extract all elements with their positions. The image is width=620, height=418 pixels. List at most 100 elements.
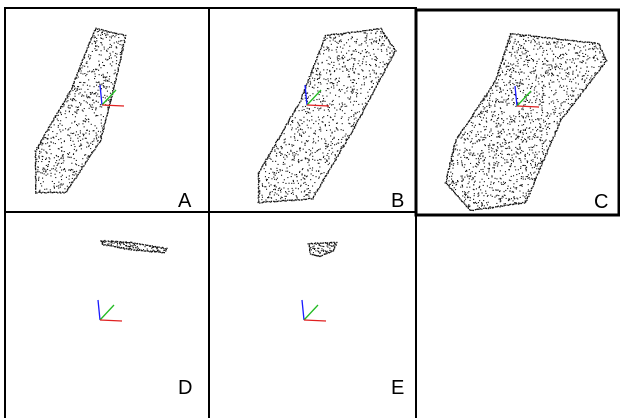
point <box>370 96 371 97</box>
point <box>332 143 333 144</box>
point <box>58 182 59 183</box>
point <box>367 51 368 52</box>
point <box>362 61 363 62</box>
point <box>308 97 309 98</box>
point <box>503 184 504 185</box>
point <box>299 172 300 173</box>
point <box>323 180 324 181</box>
point <box>376 60 377 61</box>
point <box>89 131 90 132</box>
point <box>550 69 551 70</box>
point <box>262 183 263 184</box>
point <box>268 196 269 197</box>
point <box>514 52 515 53</box>
point <box>354 32 355 33</box>
point <box>535 36 536 37</box>
point <box>470 142 471 143</box>
point <box>272 172 273 173</box>
point <box>493 157 494 158</box>
point <box>523 39 524 40</box>
point <box>343 33 344 34</box>
point <box>299 149 300 150</box>
point <box>467 197 468 198</box>
point <box>472 146 473 147</box>
point <box>447 184 448 185</box>
point <box>356 83 357 84</box>
point <box>61 142 62 143</box>
point <box>337 150 338 151</box>
point <box>74 121 75 122</box>
point <box>83 120 84 121</box>
point <box>367 92 368 93</box>
point <box>92 152 93 153</box>
point <box>97 45 98 46</box>
point <box>344 113 345 114</box>
point <box>380 31 381 32</box>
point <box>480 158 481 159</box>
point <box>374 54 375 55</box>
point <box>502 60 503 61</box>
point <box>481 111 482 112</box>
point <box>486 193 487 194</box>
point <box>581 89 582 90</box>
point <box>470 163 471 164</box>
point <box>502 175 503 176</box>
point <box>90 92 91 93</box>
point <box>82 123 83 124</box>
point <box>445 182 446 183</box>
point <box>97 29 98 30</box>
point <box>292 120 293 121</box>
point <box>377 84 378 85</box>
point <box>531 110 532 111</box>
point <box>77 109 78 110</box>
point <box>304 196 305 197</box>
point <box>108 110 109 111</box>
point <box>365 98 366 99</box>
point <box>582 41 583 42</box>
point <box>326 130 327 131</box>
point <box>81 96 82 97</box>
point <box>273 189 274 190</box>
point <box>510 119 511 120</box>
point <box>510 52 511 53</box>
point <box>327 153 328 154</box>
point <box>352 93 353 94</box>
point <box>511 90 512 91</box>
point <box>92 107 93 108</box>
point <box>117 244 118 245</box>
point <box>529 136 530 137</box>
point <box>592 43 593 44</box>
point <box>524 196 525 197</box>
point <box>311 116 312 117</box>
point <box>529 179 530 180</box>
point <box>56 160 57 161</box>
point <box>343 145 344 146</box>
point <box>43 136 44 137</box>
point <box>494 162 495 163</box>
point <box>550 48 551 49</box>
point <box>572 104 573 105</box>
point <box>129 242 130 243</box>
point <box>576 40 577 41</box>
point <box>359 74 360 75</box>
point <box>507 40 508 41</box>
point <box>532 159 533 160</box>
point <box>526 133 527 134</box>
point <box>57 192 58 193</box>
point <box>95 28 96 29</box>
point <box>448 171 449 172</box>
point <box>457 137 458 138</box>
point <box>38 148 39 149</box>
point <box>528 191 529 192</box>
point-cloud <box>308 242 338 257</box>
point <box>500 170 501 171</box>
point <box>265 159 266 160</box>
point <box>513 115 514 116</box>
point <box>89 42 90 43</box>
point <box>80 69 81 70</box>
point <box>345 66 346 67</box>
point <box>549 123 550 124</box>
point <box>524 43 525 44</box>
point <box>36 192 37 193</box>
point <box>494 170 495 171</box>
